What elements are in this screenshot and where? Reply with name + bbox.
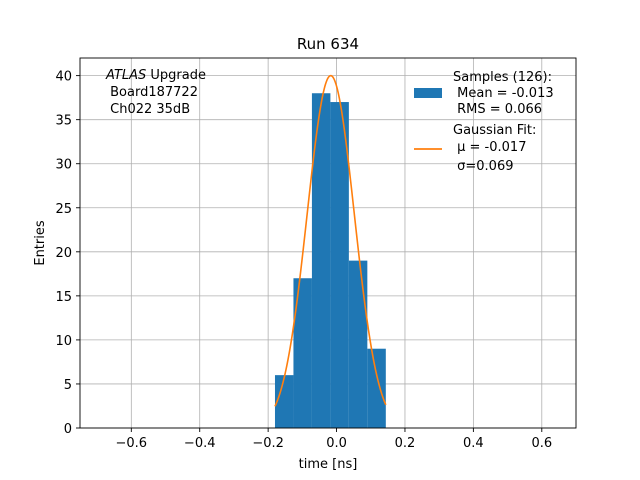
- y-tick-label: 35: [55, 114, 72, 129]
- legend-histogram-line-1: Samples (126):: [453, 70, 552, 85]
- y-tick-label: 10: [55, 334, 72, 349]
- y-tick-label: 25: [55, 202, 72, 217]
- legend-fit-line-2: μ = -0.017: [453, 140, 526, 155]
- y-tick-label: 20: [55, 246, 72, 261]
- legend: Samples (126): Mean = -0.013 RMS = 0.066…: [414, 70, 554, 174]
- annotation-line-2: Board187722: [106, 85, 198, 100]
- x-tick-label: 0.2: [395, 436, 416, 451]
- legend-histogram-swatch: [414, 88, 442, 98]
- annotation-line-3: Ch022 35dB: [106, 102, 190, 117]
- y-tick-label: 30: [55, 158, 72, 173]
- y-tick-label: 15: [55, 290, 72, 305]
- histogram-bar: [330, 102, 349, 429]
- atlas-annotation: ATLAS Upgrade Board187722 Ch022 35dB: [105, 68, 206, 117]
- histogram-bar: [274, 375, 294, 428]
- legend-fit-line-1: Gaussian Fit:: [453, 123, 536, 138]
- annotation-line-1-rest: Upgrade: [146, 68, 206, 83]
- histogram-bars: [274, 93, 386, 429]
- x-tick-label: −0.4: [184, 436, 216, 451]
- x-tick-label: −0.2: [252, 436, 284, 451]
- axes-frame: [79, 57, 577, 429]
- x-tick-label: 0.4: [463, 436, 484, 451]
- x-tick-label: 0.6: [531, 436, 552, 451]
- histogram-bar: [311, 93, 331, 428]
- y-tick-label: 5: [64, 378, 72, 393]
- legend-histogram-line-3: RMS = 0.066: [453, 102, 542, 117]
- x-tick-label: 0.0: [326, 436, 347, 451]
- x-axis-ticks: −0.6 −0.4 −0.2 0.0 0.2 0.4 0.6: [116, 428, 552, 451]
- x-tick-label: −0.6: [116, 436, 148, 451]
- chart-title: Run 634: [297, 35, 359, 53]
- legend-fit-line-3: σ=0.069: [453, 159, 513, 174]
- legend-histogram-line-2: Mean = -0.013: [453, 86, 554, 101]
- annotation-italic: ATLAS: [105, 68, 146, 83]
- histogram-bar: [367, 348, 386, 428]
- x-axis-label: time [ns]: [299, 457, 358, 472]
- y-axis-label: Entries: [33, 220, 48, 266]
- histogram-bar: [293, 278, 312, 428]
- y-tick-label: 40: [55, 70, 72, 85]
- histogram-bar: [348, 260, 368, 428]
- y-axis-ticks: 0 5 10 15 20 25 30 35 40: [55, 70, 80, 437]
- gaussian-fit-curve: [274, 74, 387, 407]
- annotation-line-1: ATLAS Upgrade: [105, 68, 206, 83]
- y-tick-label: 0: [64, 422, 72, 437]
